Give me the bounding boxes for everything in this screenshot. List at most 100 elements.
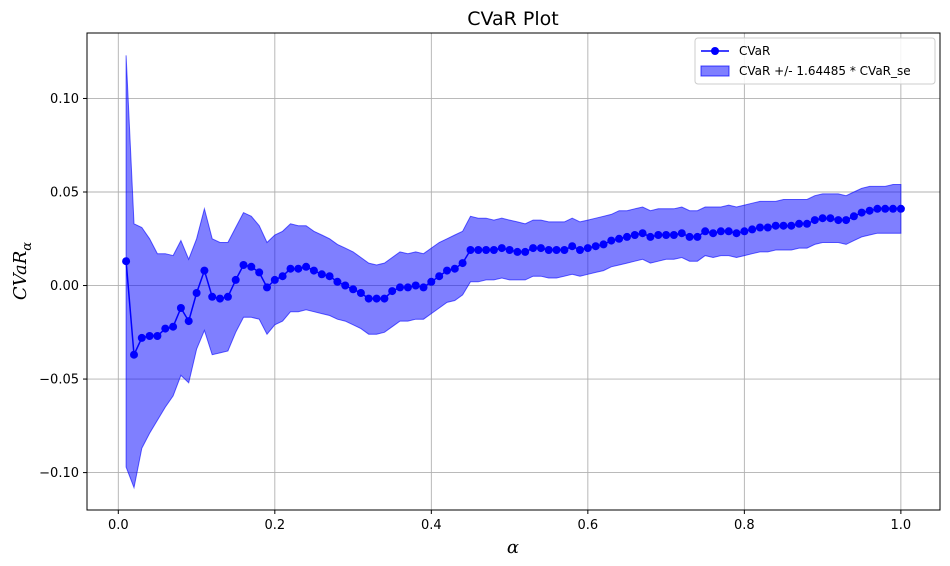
cvar-point (810, 216, 819, 225)
y-axis-label-base: CVaR (10, 251, 31, 300)
cvar-point (286, 264, 295, 273)
x-tick-label: 0.0 (108, 518, 129, 533)
cvar-point (364, 294, 373, 303)
cvar-point (521, 247, 530, 256)
cvar-point (685, 232, 694, 241)
cvar-point (654, 231, 663, 239)
cvar-point (270, 275, 279, 284)
cvar-point (693, 232, 702, 241)
x-tick-label: 0.4 (421, 518, 442, 533)
cvar-point (497, 244, 506, 253)
cvar-point (536, 244, 545, 253)
cvar-point (756, 223, 764, 232)
cvar-point (333, 277, 342, 286)
legend-box (694, 37, 936, 85)
cvar-point (278, 272, 287, 281)
cvar-point (544, 246, 553, 254)
cvar-point (317, 270, 326, 279)
x-tick-label: 0.2 (264, 518, 285, 533)
cvar-point (294, 264, 303, 273)
cvar-point (411, 281, 420, 290)
legend: CVaR CVaR +/- 1.64485 * CVaR_se (694, 37, 936, 85)
cvar-point (669, 231, 678, 239)
cvar-series (122, 204, 905, 359)
cvar-point (701, 227, 710, 236)
cvar-point (552, 246, 561, 254)
cvar-point (263, 283, 271, 292)
cvar-point (638, 229, 647, 238)
cvar-point (560, 246, 569, 254)
cvar-point (356, 289, 365, 297)
legend-label-band: CVaR +/- 1.64485 * CVaR_se (739, 64, 911, 78)
cvar-point (623, 232, 631, 241)
cvar-point (192, 289, 201, 297)
cvar-point (130, 350, 138, 359)
cvar-point (724, 227, 733, 236)
cvar-point (677, 229, 686, 238)
cvar-point (176, 304, 185, 312)
x-tick-label: 1.0 (891, 518, 912, 533)
cvar-point (842, 216, 851, 225)
confidence-band-area (125, 55, 902, 490)
cvar-point (615, 234, 624, 243)
cvar-point (223, 292, 232, 301)
legend-band-swatch (700, 65, 730, 77)
cvar-point (732, 229, 741, 238)
cvar-point (466, 246, 475, 254)
cvar-point (591, 242, 600, 251)
cvar-point (834, 216, 843, 225)
cvar-point (396, 283, 404, 292)
cvar-point (474, 246, 483, 254)
cvar-point (419, 283, 428, 292)
cvar-point (122, 257, 131, 266)
cvar-point (646, 232, 655, 241)
cvar-point (709, 229, 718, 238)
x-tick-label: 0.6 (578, 518, 599, 533)
cvar-point (341, 281, 350, 290)
cvar-point (388, 287, 397, 296)
cvar-point (568, 242, 577, 251)
cvar-point (505, 246, 514, 254)
chart-title: CVaR Plot (467, 8, 558, 30)
cvar-point (325, 272, 334, 281)
cvar-line (125, 208, 901, 358)
y-tick-label: −0.05 (39, 373, 79, 388)
cvar-point (247, 262, 256, 271)
cvar-point (208, 292, 217, 301)
cvar-point (184, 317, 193, 326)
cvar-point (787, 221, 796, 230)
legend-marker-swatch (711, 47, 719, 55)
cvar-point (826, 214, 835, 223)
cvar-point (599, 240, 608, 249)
cvar-point (803, 219, 811, 228)
cvar-point (716, 227, 725, 236)
cvar-point (443, 266, 451, 275)
y-axis-label-subscript: α (20, 242, 35, 251)
cvar-point (482, 246, 491, 254)
cvar-point (607, 236, 616, 245)
cvar-point (489, 246, 498, 254)
x-axis-ticks: 0.0 0.2 0.4 0.6 0.8 1.0 (108, 510, 911, 533)
x-axis-label: α (507, 537, 519, 558)
cvar-point (889, 204, 897, 213)
cvar-point (576, 246, 584, 254)
y-tick-label: 0.00 (50, 279, 79, 294)
y-axis-label: CVaRα (10, 242, 35, 300)
cvar-point (161, 324, 170, 333)
cvar-point (630, 231, 639, 239)
cvar-point (216, 294, 224, 303)
cvar-point (873, 204, 882, 213)
cvar-point (779, 221, 788, 230)
y-tick-label: 0.05 (50, 186, 79, 201)
cvar-point (239, 261, 248, 269)
cvar-point (200, 266, 209, 275)
cvar-point (583, 244, 592, 253)
cvar-point (881, 204, 890, 213)
y-axis-ticks: −0.10 −0.05 0.00 0.05 0.10 (39, 92, 87, 481)
cvar-point (435, 272, 444, 281)
axes-frame (86, 32, 941, 511)
cvar-point (865, 206, 874, 215)
cvar-point (309, 266, 318, 275)
cvar-point (153, 332, 162, 340)
